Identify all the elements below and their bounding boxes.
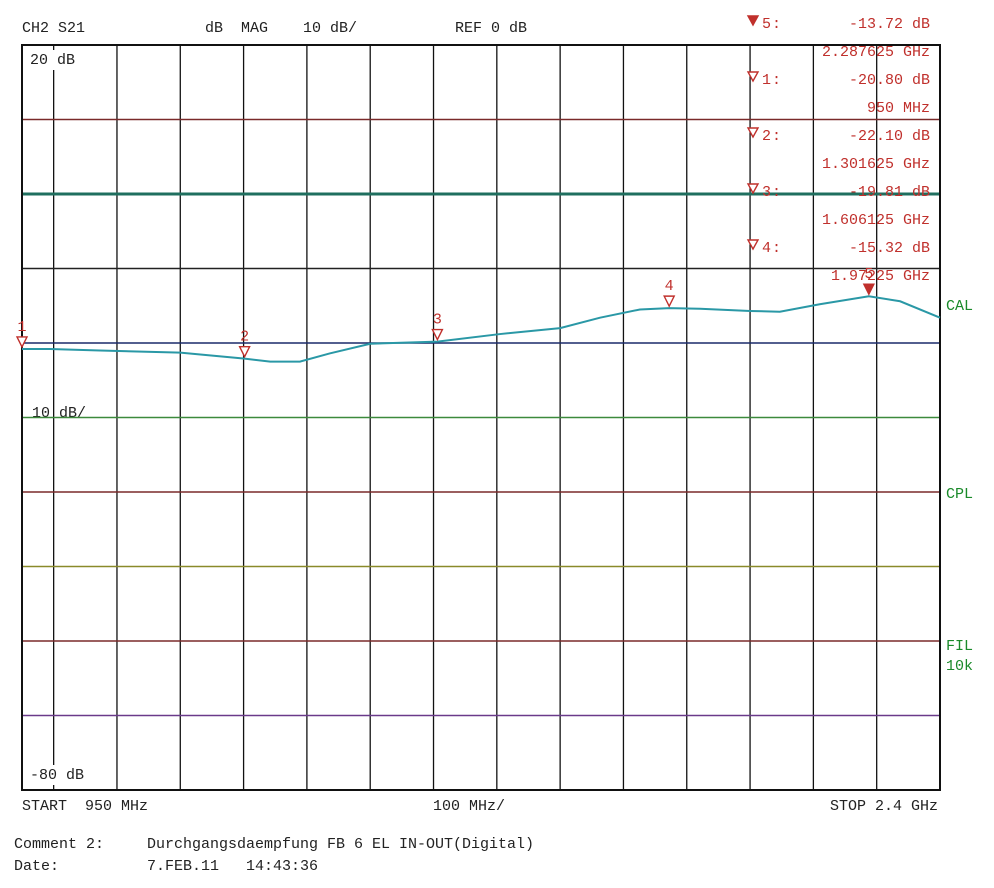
- date: 7.FEB.11 14:43:36: [147, 858, 318, 875]
- side-label: FIL: [946, 638, 973, 655]
- channel-label: CH2 S21: [22, 20, 85, 37]
- y-tick-label: 20 dB: [30, 52, 75, 69]
- readout-frequency: 950 MHz: [867, 100, 930, 117]
- comment-key: Comment 2:: [14, 836, 104, 853]
- readout-symbol: [746, 15, 760, 27]
- readout-symbol: [746, 239, 760, 251]
- format-label: dB MAG: [205, 20, 268, 37]
- marker-number: 2: [240, 329, 249, 346]
- date-key: Date:: [14, 858, 59, 875]
- readout-colon: :: [772, 72, 781, 89]
- stop-label: STOP 2.4 GHz: [830, 798, 938, 815]
- tick-label-bg: [28, 50, 108, 70]
- readout-colon: :: [772, 240, 781, 257]
- readout-number: 2: [762, 128, 771, 145]
- readout-frequency: 1.606125 GHz: [822, 212, 930, 229]
- comment: Durchgangsdaempfung FB 6 EL IN-OUT(Digit…: [147, 836, 534, 853]
- side-label: 10k: [946, 658, 973, 675]
- readout-number: 1: [762, 72, 771, 89]
- tick-label-bg: [28, 765, 108, 785]
- readout-colon: :: [772, 128, 781, 145]
- readout-number: 5: [762, 16, 771, 33]
- readout-frequency: 2.287625 GHz: [822, 44, 930, 61]
- marker-number: 5: [864, 266, 873, 283]
- readout-symbol: [746, 71, 760, 83]
- marker: [431, 328, 444, 342]
- readout-value: -22.10 dB: [849, 128, 930, 145]
- readout-colon: :: [772, 16, 781, 33]
- readout-number: 4: [762, 240, 771, 257]
- readout-number: 3: [762, 184, 771, 201]
- marker: [15, 336, 29, 349]
- plot-frame: [21, 44, 941, 791]
- ref-label: REF 0 dB: [455, 20, 527, 37]
- marker: [238, 345, 251, 359]
- readout-value: -13.72 dB: [849, 16, 930, 33]
- marker: [663, 295, 676, 308]
- trace: [22, 295, 941, 363]
- readout-symbol: [746, 183, 760, 195]
- readout-frequency: 1.301625 GHz: [822, 156, 930, 173]
- marker: [862, 283, 875, 296]
- span-label: 100 MHz/: [433, 798, 505, 815]
- marker-number: 3: [433, 312, 442, 329]
- readout-frequency: 1.97225 GHz: [831, 268, 930, 285]
- marker-number: 1: [17, 319, 26, 336]
- scale-label: 10 dB/: [303, 20, 357, 37]
- y-tick-label: -80 dB: [30, 767, 84, 784]
- start-label: START 950 MHz: [22, 798, 148, 815]
- side-label: CPL: [946, 486, 973, 503]
- readout-value: -19.81 dB: [849, 184, 930, 201]
- readout-value: -20.80 dB: [849, 72, 930, 89]
- scale-label-left: 10 dB/: [32, 405, 86, 422]
- marker-number: 4: [665, 278, 674, 295]
- readout-value: -15.32 dB: [849, 240, 930, 257]
- readout-colon: :: [772, 184, 781, 201]
- side-label: CAL: [946, 298, 973, 315]
- readout-symbol: [746, 127, 760, 139]
